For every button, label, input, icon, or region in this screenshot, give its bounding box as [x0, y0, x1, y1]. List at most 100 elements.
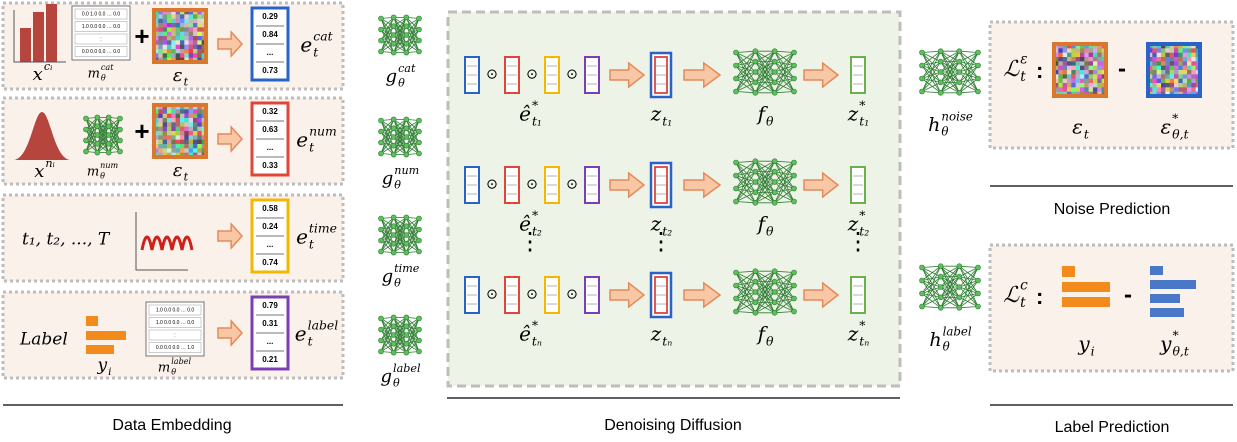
noise-pixel: [1187, 53, 1192, 58]
noise-pixel: [163, 109, 168, 114]
noise-pixel: [1058, 53, 1063, 58]
math-base: ℒ: [1003, 283, 1020, 308]
noise-pixel: [1152, 48, 1157, 53]
noise-pixel: [158, 14, 163, 19]
noise-pixel: [171, 36, 176, 41]
noise-pixel: [189, 32, 194, 37]
math-base: g: [380, 366, 392, 387]
noise-pixel: [1157, 57, 1162, 62]
nn-node: [957, 90, 962, 95]
noise-pixel: [1187, 70, 1192, 75]
noise-pixel: [1097, 57, 1102, 62]
noise-pixel: [1097, 79, 1102, 84]
noise-pixel: [1084, 70, 1089, 75]
nn-node: [772, 180, 777, 185]
noise-pixel: [167, 53, 172, 58]
nn-node: [417, 140, 422, 145]
noise-pixel: [1058, 66, 1063, 71]
nn-node: [379, 249, 384, 254]
label-icon: [1062, 297, 1110, 307]
noise-pixel: [1157, 70, 1162, 75]
noise-pixel: [197, 118, 202, 123]
nn-node: [391, 215, 396, 220]
noise-pixel: [189, 19, 194, 24]
noise-pixel: [1152, 66, 1157, 71]
nn-node: [404, 350, 409, 355]
noise-pixel: [158, 27, 163, 32]
nn-node: [404, 50, 409, 55]
label: 0.0 0.0 0.0 … 1.0: [156, 345, 195, 351]
nn-node: [379, 338, 384, 343]
math-base: ε: [1160, 115, 1171, 139]
math-base: ê: [519, 102, 531, 126]
math-sup: noise: [941, 109, 972, 123]
label: :: [100, 36, 101, 42]
noise-pixel: [1063, 57, 1068, 62]
noise-pixel: [1187, 79, 1192, 84]
noise-pixel: [193, 131, 198, 136]
noise-pixel: [158, 122, 163, 127]
noise-pixel: [1080, 79, 1085, 84]
nn-node: [417, 118, 422, 123]
nn-node: [772, 49, 777, 54]
math-base: h: [928, 114, 940, 136]
noise-pixel: [176, 53, 181, 58]
noise-pixel: [184, 14, 189, 19]
math-base: m: [158, 361, 170, 376]
math-sup: num: [394, 164, 419, 177]
noise-pixel: [1178, 74, 1183, 79]
label: 1.0 0.0 0.0 … 0.0: [82, 24, 121, 30]
noise-pixel: [1093, 48, 1098, 53]
noise-pixel: [1183, 48, 1188, 53]
noise-pixel: [1178, 87, 1183, 92]
noise-pixel: [180, 144, 185, 149]
math-base: y: [97, 356, 108, 376]
nn-node: [404, 143, 409, 148]
nn-node: [938, 305, 943, 310]
nn-node: [734, 186, 739, 191]
noise-pixel: [171, 49, 176, 54]
noise-pixel: [163, 118, 168, 123]
nn-edge: [959, 51, 978, 52]
noise-pixel: [1058, 48, 1063, 53]
nn-node: [391, 135, 396, 140]
nn-node: [118, 149, 123, 154]
noise-pixel: [1161, 61, 1166, 66]
nn-edge: [959, 266, 978, 267]
noise-pixel: [1093, 83, 1098, 88]
nn-node: [417, 129, 422, 134]
nn-node: [792, 63, 797, 68]
label: -: [1118, 55, 1126, 82]
math-sub: i: [1091, 344, 1095, 359]
noise-pixel: [158, 32, 163, 37]
noise-pixel: [197, 14, 202, 19]
nn-node: [118, 116, 123, 121]
noise-pixel: [163, 40, 168, 45]
label-icon: [86, 316, 98, 326]
noise-pixel: [1084, 57, 1089, 62]
noise-pixel: [158, 109, 163, 114]
noise-pixel: [1089, 48, 1094, 53]
noise-pixel: [1152, 87, 1157, 92]
math-sub: θ: [766, 114, 774, 129]
nn-node: [938, 49, 943, 54]
label: 0.24: [262, 222, 278, 231]
noise-pixel: [167, 14, 172, 19]
label: ⊙: [486, 286, 498, 302]
noise-pixel: [1084, 87, 1089, 92]
noise-pixel: [189, 45, 194, 50]
noise-pixel: [1058, 57, 1063, 62]
nn-node: [118, 127, 123, 132]
nn-node: [753, 169, 758, 174]
nn-node: [734, 283, 739, 288]
noise-pixel: [1097, 83, 1102, 88]
noise-pixel: [1174, 79, 1179, 84]
noise-pixel: [158, 118, 163, 123]
nn-node: [753, 49, 758, 54]
nn-node: [772, 70, 777, 75]
noise-pixel: [180, 131, 185, 136]
nn-node: [976, 265, 981, 270]
noise-pixel: [1157, 61, 1162, 66]
nn-node: [391, 50, 396, 55]
noise-pixel: [1161, 57, 1166, 62]
